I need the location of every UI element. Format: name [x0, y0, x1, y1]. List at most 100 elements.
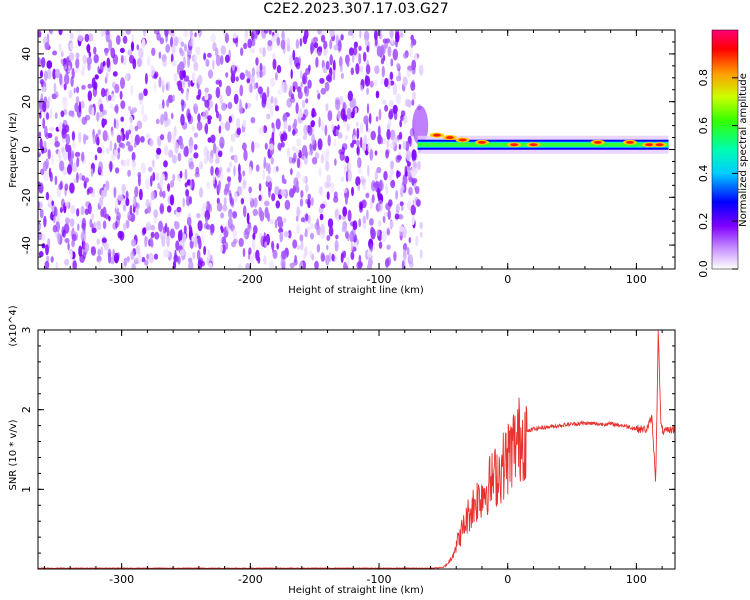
heatmap-noise-cell: [47, 96, 51, 103]
heatmap-noise-cell: [241, 184, 247, 191]
heatmap-noise-cell: [218, 79, 222, 88]
bottom-axes: -300 -200 -100 0 100 1 2 3: [20, 327, 675, 586]
heatmap-noise-cell: [217, 184, 221, 192]
heatmap-noise-cell: [317, 46, 323, 53]
heatmap-noise-cell: [262, 169, 266, 181]
heatmap-noise-cell: [230, 199, 234, 205]
heatmap-noise-cell: [320, 120, 325, 132]
heatmap-noise-cell: [216, 168, 221, 179]
heatmap-noise-cell: [110, 93, 116, 102]
heatmap-noise-cell: [199, 161, 204, 170]
heatmap-noise-cell: [73, 87, 76, 94]
heatmap-noise-cell: [100, 30, 106, 37]
heatmap-noise-cell: [205, 217, 208, 224]
heatmap-noise-cell: [414, 186, 420, 194]
heatmap-noise-cell: [193, 144, 198, 151]
heatmap-noise-cell: [78, 101, 82, 113]
heatmap-noise-cell: [174, 221, 180, 230]
heatmap-noise-cell: [388, 119, 392, 128]
heatmap-noise-cell: [396, 155, 402, 161]
heatmap-noise-cell: [144, 73, 148, 85]
heatmap-noise-cell: [271, 35, 276, 41]
heatmap-noise-cell: [378, 220, 382, 227]
heatmap-noise-cell: [216, 202, 223, 212]
heatmap-noise-cell: [64, 183, 69, 191]
heatmap-noise-cell: [163, 111, 168, 122]
heatmap-noise-cell: [179, 49, 185, 57]
heatmap-noise-cell: [179, 170, 183, 179]
heatmap-noise-cell: [329, 54, 334, 66]
heatmap-noise-cell: [386, 139, 390, 149]
heatmap-noise-cell: [58, 183, 63, 191]
heatmap-noise-cell: [357, 156, 360, 169]
heatmap-noise-cell: [253, 82, 257, 90]
heatmap-noise-cell: [232, 32, 237, 39]
heatmap-noise-cell: [41, 234, 46, 241]
heatmap-noise-cell: [398, 143, 402, 150]
heatmap-noise-cell: [38, 201, 41, 209]
heatmap-noise-cell: [117, 230, 123, 239]
heatmap-noise-cell: [76, 172, 79, 183]
heatmap-noise-cell: [390, 160, 394, 170]
heatmap-noise-cell: [72, 260, 77, 269]
heatmap-noise-cell: [63, 151, 68, 161]
heatmap-noise-cell: [133, 206, 136, 213]
heatmap-noise-cell: [366, 103, 370, 114]
heatmap-noise-cell: [75, 58, 80, 69]
heatmap-noise-cell: [262, 47, 266, 57]
heatmap-noise-cell: [46, 33, 50, 45]
heatmap-noise-cell: [114, 149, 119, 157]
heatmap-noise-cell: [101, 237, 107, 243]
colorbar-tick-label: 0.6: [697, 117, 710, 135]
y-tick-label: 40: [20, 47, 33, 61]
heatmap-noise-cell: [121, 143, 125, 149]
heatmap-noise-cell: [233, 93, 239, 105]
heatmap-noise-cell: [193, 132, 198, 138]
heatmap-noise-cell: [64, 258, 70, 266]
heatmap-noise-cell: [127, 169, 131, 177]
heatmap-noise-cell: [187, 79, 191, 88]
heatmap-noise-cell: [99, 103, 104, 113]
heatmap-noise-cell: [320, 252, 325, 262]
heatmap-noise-cell: [212, 174, 215, 185]
colorbar-tick-label: 0.8: [697, 69, 710, 87]
heatmap-noise-cell: [335, 234, 339, 240]
heatmap-noise-cell: [106, 134, 110, 141]
heatmap-noise-cell: [197, 113, 201, 123]
top-x-axis-label: Height of straight line (km): [288, 285, 424, 296]
heatmap-noise-cell: [275, 72, 278, 81]
heatmap-noise-cell: [188, 224, 192, 232]
heatmap-noise-cell: [210, 165, 214, 176]
heatmap-noise-cell: [409, 261, 414, 268]
heatmap-noise-cell: [393, 251, 397, 262]
heatmap-noise-cell: [179, 142, 184, 150]
heatmap-noise-cell: [81, 116, 88, 125]
heatmap-noise-cell: [220, 121, 226, 130]
heatmap-noise-cell: [49, 213, 55, 221]
heatmap-noise-cell: [131, 263, 136, 269]
heatmap-noise-cell: [86, 188, 90, 196]
heatmap-noise-cell: [338, 214, 342, 220]
heatmap-noise-cell: [284, 199, 291, 210]
heatmap-noise-cell: [178, 36, 183, 45]
heatmap-noise-cell: [172, 260, 177, 269]
heatmap-noise-cell: [297, 111, 304, 119]
heatmap-noise-cell: [160, 177, 163, 189]
heatmap-noise-cell: [215, 79, 220, 85]
heatmap-noise-cell: [130, 84, 133, 96]
heatmap-noise-cell: [342, 206, 348, 217]
heatmap-noise-cell: [410, 204, 416, 216]
heatmap-noise-cell: [140, 162, 146, 174]
heatmap-noise-cell: [228, 161, 233, 168]
heatmap-noise-cell: [238, 172, 242, 183]
heatmap-noise-cell: [140, 136, 145, 143]
heatmap-noise-cell: [128, 105, 132, 111]
heatmap-noise-cell: [136, 206, 139, 216]
heatmap-noise-cell: [122, 184, 126, 192]
heatmap-noise-cell: [296, 224, 301, 234]
heatmap-noise-cell: [300, 81, 304, 88]
heatmap-noise-cell: [256, 72, 260, 80]
heatmap-noise-cell: [269, 260, 275, 269]
heatmap-noise-cell: [317, 30, 322, 35]
heatmap-noise-cell: [170, 112, 174, 120]
